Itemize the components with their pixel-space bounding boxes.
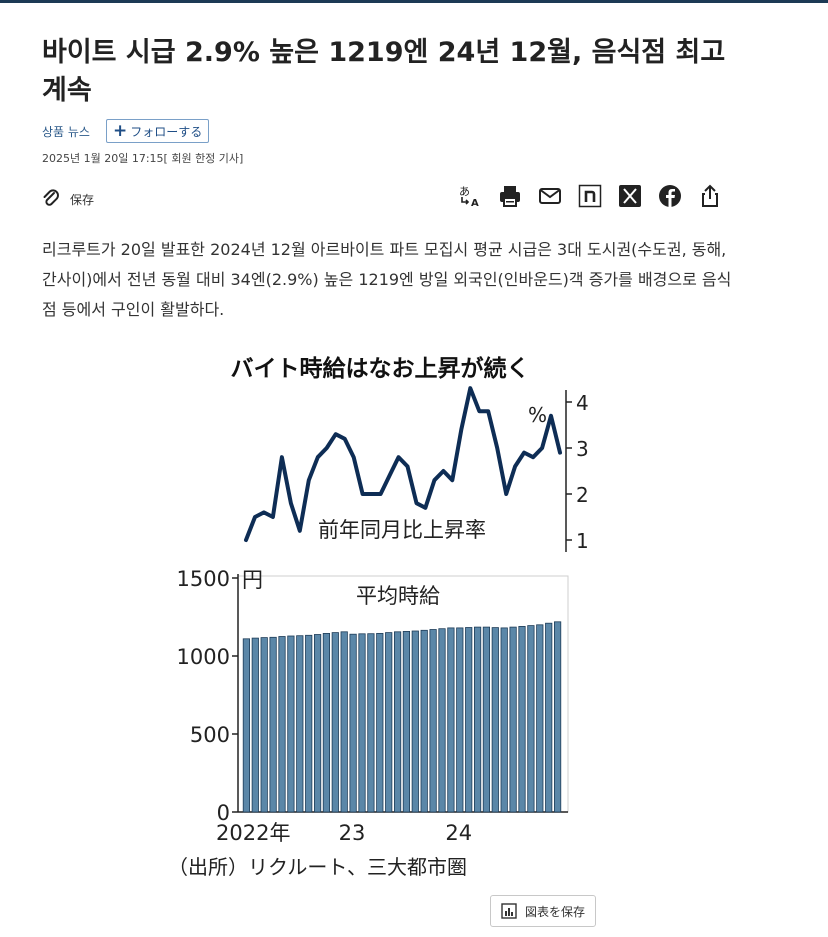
- mail-icon[interactable]: [538, 184, 562, 208]
- bar: [473, 626, 482, 813]
- bar: [429, 629, 437, 813]
- line-y-tick-label: 3: [576, 437, 589, 461]
- bar: [385, 632, 393, 813]
- bar: [509, 626, 517, 813]
- bar: [305, 634, 313, 813]
- bar: [322, 632, 330, 813]
- share-icon[interactable]: [698, 184, 722, 208]
- translate-icon[interactable]: あ A: [458, 184, 482, 208]
- bar-y-tick-label: 500: [190, 723, 230, 747]
- follow-button[interactable]: + フォローする: [105, 119, 210, 143]
- bar: [287, 635, 295, 813]
- bar: [518, 625, 526, 813]
- line-chart: 1 2 3 4% 前年同月比上昇率: [244, 386, 589, 553]
- chart-source: （出所）リクルート、三大都市圏: [170, 855, 467, 879]
- bar: [376, 632, 384, 813]
- line-y-tick-label: 1: [576, 529, 589, 553]
- top-accent-bar: [0, 0, 828, 3]
- bar: [331, 632, 339, 813]
- line-series: [244, 386, 562, 542]
- bar: [402, 630, 410, 813]
- bar: [313, 634, 322, 813]
- publish-date: 2025년 1월 20일 17:15[ 회원 한정 기사]: [42, 152, 244, 165]
- save-chart-label: 図表を保存: [524, 904, 585, 919]
- bar: [296, 635, 304, 813]
- bar: [465, 627, 473, 813]
- bar: [358, 633, 366, 813]
- bar: [438, 628, 446, 813]
- bar: [420, 629, 428, 813]
- article-title: 바이트 시급 2.9% 높은 1219엔 24년 12월, 음식점 최고 계속: [42, 37, 726, 106]
- bar: [527, 625, 535, 813]
- bar: [447, 627, 455, 813]
- line-y-tick-label: 4: [576, 391, 589, 415]
- line-chart-title: バイト時給はなお上昇が続く: [231, 355, 530, 382]
- bar: [456, 627, 464, 813]
- bar: [500, 627, 508, 813]
- bar: [260, 637, 268, 813]
- line-chart-label: 前年同月比上昇率: [318, 518, 486, 542]
- follow-label: フォローする: [130, 124, 203, 139]
- bar-x-tick-label: 2022年: [216, 821, 290, 845]
- x-icon[interactable]: [618, 184, 642, 208]
- article-body: 리크루트가 20일 발표한 2024년 12월 아르바이트 파트 모집시 평균 …: [42, 240, 732, 319]
- save-chart-button[interactable]: 図表を保存: [490, 895, 596, 927]
- bar: [251, 637, 259, 813]
- bar: [545, 622, 553, 813]
- svg-text:A: A: [471, 198, 479, 208]
- svg-text:あ: あ: [459, 185, 470, 198]
- bar: [393, 631, 402, 813]
- bar-y-tick-label: 1500: [177, 567, 230, 591]
- bar-chart-title: 平均時給: [356, 584, 440, 608]
- chart-icon: [501, 903, 517, 919]
- bar: [367, 633, 375, 813]
- paperclip-icon: [43, 189, 59, 206]
- save-label: 保存: [70, 192, 95, 207]
- bar: [553, 621, 562, 813]
- chart-figure: バイト時給はなお上昇が続く 1 2 3 4% 前年同月比上昇率 0 500 1000 1500…: [168, 340, 600, 880]
- bar-y-tick-label: 0: [217, 801, 230, 825]
- bar-x-tick-label: 23: [339, 821, 366, 845]
- bar: [269, 636, 277, 813]
- bar: [482, 626, 491, 813]
- article-toolbar: 保存 あ A: [42, 184, 722, 216]
- line-y-tick-label: 2: [576, 483, 589, 507]
- bar-x-tick-label: 24: [445, 821, 472, 845]
- bar: [278, 636, 286, 813]
- note-icon[interactable]: [578, 184, 602, 208]
- share-toolbar: あ A: [442, 184, 722, 208]
- facebook-icon[interactable]: [658, 184, 682, 208]
- bar: [349, 633, 357, 813]
- print-icon[interactable]: [498, 184, 522, 208]
- bar: [411, 630, 419, 813]
- line-unit-label: %: [528, 403, 547, 427]
- category-link[interactable]: 상품 뉴스: [42, 124, 90, 139]
- bar: [536, 624, 544, 813]
- bar-y-tick-label: 1000: [177, 645, 230, 669]
- article-meta: 상품 뉴스 + フォローする: [42, 119, 210, 143]
- save-article-button[interactable]: 保存: [42, 188, 94, 210]
- bar-unit-label: 円: [242, 568, 263, 592]
- plus-icon: +: [112, 121, 128, 141]
- bar: [340, 631, 348, 813]
- bar: [242, 638, 250, 813]
- bar: [491, 627, 499, 813]
